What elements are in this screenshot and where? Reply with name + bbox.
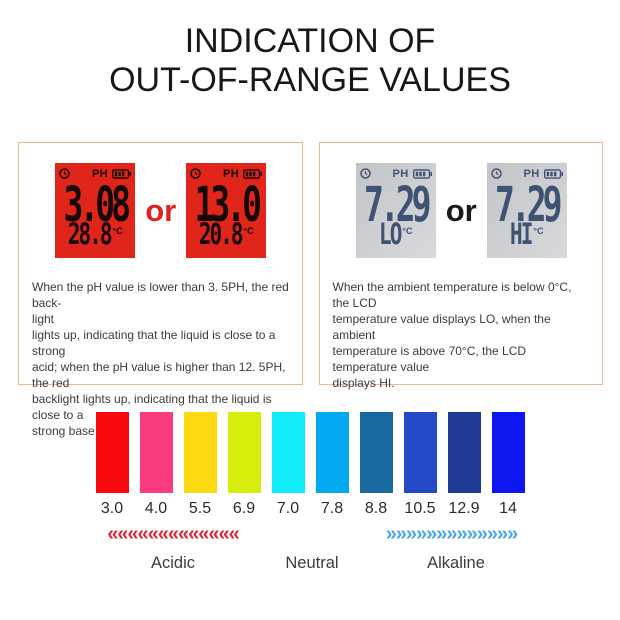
- ph-color-bar: [183, 412, 217, 493]
- ph-color-bar: [491, 412, 525, 493]
- scale-annotations: ««««««««««««« »»»»»»»»»»»»» Acidic Neutr…: [0, 523, 620, 583]
- ph-values: 3.0 4.0 5.5 6.9 7.0 7.8 8.8 10.5 12.9 14: [0, 493, 620, 518]
- page-title: INDICATION OF OUT-OF-RANGE VALUES: [0, 0, 620, 100]
- ph-mode-label: PH: [523, 167, 540, 180]
- ph-value-label: 12.9: [448, 500, 480, 517]
- ph-color-bar: [403, 412, 437, 493]
- temp-panel-description: When the ambient temperature is below 0°…: [332, 280, 572, 390]
- battery-icon: [112, 168, 132, 179]
- ph-value-label: 8.8: [364, 500, 388, 517]
- or-separator: or: [145, 193, 177, 228]
- clock-icon: [491, 168, 502, 179]
- ph-reading: 7.29: [364, 176, 432, 233]
- lcd-display-low-ph: PH 3.08 28.8 °C: [55, 163, 136, 258]
- alkaline-arrows-icon: »»»»»»»»»»»»»: [385, 523, 519, 545]
- battery-icon: [412, 168, 432, 179]
- temperature-reading: 20.8 °C: [198, 217, 254, 251]
- celsius-unit: °C: [112, 226, 123, 236]
- temp-lcd-row: PH 7.29 LO °C or PH: [333, 163, 591, 258]
- ph-value-label: 6.9: [232, 500, 256, 517]
- lcd-display-high-ph: PH 13.0 20.8 °C: [186, 163, 267, 258]
- celsius-unit: °C: [402, 226, 413, 236]
- ph-value-label: 7.8: [320, 500, 344, 517]
- ph-panel-description: When the pH value is lower than 3. 5PH, …: [32, 280, 289, 438]
- clock-icon: [360, 168, 371, 179]
- ph-color-scale: 3.0 4.0 5.5 6.9 7.0 7.8 8.8 10.5 12.9 14 ««««««««…: [0, 412, 620, 583]
- clock-icon: [59, 168, 70, 179]
- ph-mode-label: PH: [222, 167, 240, 180]
- celsius-unit: °C: [533, 226, 544, 236]
- ph-reading: 3.08: [63, 176, 132, 233]
- ph-color-bar: [447, 412, 481, 493]
- ph-value-label: 10.5: [404, 500, 436, 517]
- clock-icon: [190, 168, 201, 179]
- panels-row: PH 3.08 28.8 °C or PH: [18, 142, 603, 438]
- ph-value-label: 4.0: [144, 500, 168, 517]
- ph-color-bar: [139, 412, 173, 493]
- ph-color-bar: [315, 412, 349, 493]
- lcd-status-bar: PH: [360, 167, 432, 180]
- ph-mode-label: PH: [91, 167, 109, 180]
- acidic-arrows-icon: «««««««««««««: [107, 523, 240, 545]
- acidic-label: Acidic: [150, 554, 195, 572]
- battery-icon: [243, 168, 263, 179]
- ph-color-bar: [227, 412, 261, 493]
- temperature-range-panel: PH 7.29 LO °C or PH: [318, 142, 603, 390]
- lcd-status-bar: PH: [59, 167, 132, 180]
- temperature-reading: 28.8 °C: [67, 217, 123, 251]
- lcd-display-temp-low: PH 7.29 LO °C: [355, 163, 436, 258]
- title-line-2: OUT-OF-RANGE VALUES: [109, 61, 511, 99]
- ph-color-bar: [271, 412, 305, 493]
- lcd-display-temp-high: PH 7.29 HI °C: [486, 163, 567, 258]
- lcd-status-bar: PH: [491, 167, 563, 180]
- lcd-status-bar: PH: [190, 167, 263, 180]
- ph-backlight-panel: PH 3.08 28.8 °C or PH: [18, 142, 303, 438]
- temperature-reading-hi: HI °C: [510, 217, 544, 251]
- ph-color-bar: [359, 412, 393, 493]
- ph-value-label: 5.5: [188, 500, 212, 517]
- ph-value-label: 7.0: [276, 500, 300, 517]
- ph-mode-label: PH: [392, 167, 409, 180]
- ph-value-label: 14: [499, 500, 517, 517]
- or-separator: or: [445, 193, 477, 228]
- celsius-unit: °C: [243, 226, 254, 236]
- title-line-1: INDICATION OF: [184, 22, 436, 60]
- battery-icon: [543, 168, 563, 179]
- ph-bars: [0, 412, 620, 493]
- ph-reading: 7.29: [495, 176, 563, 233]
- neutral-label: Neutral: [285, 554, 339, 572]
- alkaline-label: Alkaline: [427, 554, 485, 572]
- ph-color-bar: [95, 412, 129, 493]
- ph-reading: 13.0: [194, 176, 263, 233]
- ph-value-label: 3.0: [100, 500, 124, 517]
- temperature-reading-lo: LO °C: [379, 217, 413, 251]
- ph-lcd-row: PH 3.08 28.8 °C or PH: [32, 163, 290, 258]
